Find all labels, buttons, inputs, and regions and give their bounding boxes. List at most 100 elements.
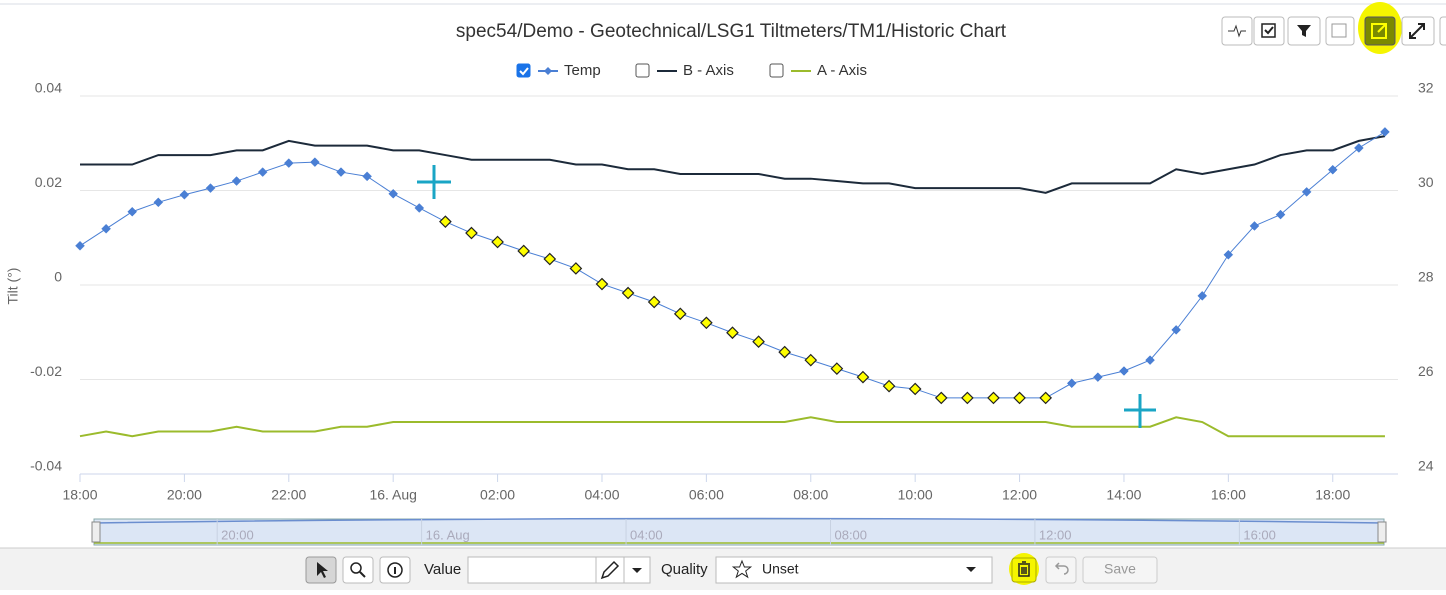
icon bbox=[359, 571, 366, 578]
point bbox=[1380, 127, 1390, 137]
point bbox=[127, 206, 138, 217]
icon bbox=[1371, 23, 1387, 39]
selected-point bbox=[491, 235, 504, 249]
selected-point bbox=[569, 262, 583, 275]
selected-point bbox=[908, 382, 922, 396]
point bbox=[1223, 249, 1234, 260]
point bbox=[1119, 366, 1129, 376]
top-toolbar bbox=[1221, 2, 1446, 54]
navigator-tick-label: 12:00 bbox=[1039, 527, 1072, 542]
icon bbox=[1018, 561, 1030, 577]
point bbox=[283, 158, 294, 168]
star-icon bbox=[731, 559, 753, 579]
icon bbox=[350, 562, 362, 574]
navigator[interactable] bbox=[93, 518, 1385, 546]
cursor-cross bbox=[417, 165, 451, 199]
x-tick-label: 10:00 bbox=[898, 487, 933, 503]
point bbox=[336, 167, 346, 177]
pencil-button[interactable] bbox=[595, 556, 625, 584]
plot-area bbox=[75, 95, 1398, 482]
point bbox=[1145, 355, 1155, 365]
point bbox=[153, 197, 164, 208]
zoom-tool-button[interactable] bbox=[342, 556, 374, 584]
point bbox=[1093, 372, 1103, 382]
icon bbox=[1409, 23, 1425, 39]
selected-point bbox=[621, 286, 635, 300]
point bbox=[1066, 378, 1077, 389]
x-tick-label: 04:00 bbox=[584, 487, 619, 503]
icon bbox=[387, 562, 403, 578]
calendar-button[interactable] bbox=[1325, 16, 1355, 46]
icon bbox=[1261, 23, 1276, 38]
y2-tick-label: 28 bbox=[1418, 269, 1434, 285]
selected-point bbox=[543, 252, 557, 266]
cursor-cross bbox=[1124, 394, 1156, 428]
point bbox=[1301, 187, 1312, 197]
point bbox=[1353, 143, 1364, 153]
x-tick-label: 02:00 bbox=[480, 487, 515, 503]
y2-tick-label: 30 bbox=[1418, 174, 1434, 190]
point bbox=[231, 176, 242, 186]
navigator-tick-label: 16:00 bbox=[1243, 527, 1276, 542]
legend-label[interactable]: Temp bbox=[564, 62, 601, 79]
chart-title: spec54/Demo - Geotechnical/LSG1 Tiltmete… bbox=[456, 21, 1007, 42]
icon bbox=[966, 567, 976, 572]
point bbox=[362, 171, 372, 182]
y-tick-label: -0.02 bbox=[30, 363, 62, 379]
icon bbox=[1228, 24, 1246, 38]
navigator-tick-label: 04:00 bbox=[630, 527, 663, 542]
more-button[interactable] bbox=[1439, 16, 1446, 46]
selected-point bbox=[517, 244, 531, 258]
value-label: Value bbox=[424, 561, 461, 578]
legend-label[interactable]: A - Axis bbox=[817, 62, 867, 79]
point bbox=[257, 167, 268, 177]
icon bbox=[600, 560, 620, 580]
selected-point bbox=[830, 362, 844, 375]
selected-point bbox=[595, 277, 609, 291]
legend-check bbox=[519, 67, 529, 76]
y2-tick-label: 24 bbox=[1418, 458, 1434, 474]
selected-point bbox=[778, 345, 792, 359]
y2-tick-label: 32 bbox=[1418, 80, 1434, 96]
x-tick-label: 22:00 bbox=[271, 487, 306, 503]
icon bbox=[1264, 26, 1274, 35]
icon bbox=[632, 568, 642, 573]
point bbox=[310, 157, 320, 168]
navigator-handle[interactable] bbox=[1377, 521, 1387, 543]
icon bbox=[1054, 562, 1069, 575]
legend-label[interactable]: B - Axis bbox=[683, 62, 734, 79]
series-line bbox=[79, 416, 1385, 438]
selected-point bbox=[700, 316, 713, 330]
selected-point bbox=[987, 391, 1000, 405]
selected-point bbox=[961, 391, 974, 405]
y-tick-label: 0.02 bbox=[35, 174, 62, 190]
selected-point bbox=[856, 370, 870, 384]
icon bbox=[317, 562, 328, 578]
selected-point bbox=[1039, 391, 1053, 405]
selected-point bbox=[647, 295, 661, 309]
y-tick-label: -0.04 bbox=[30, 458, 62, 474]
quality-label: Quality bbox=[661, 561, 708, 578]
selected-point bbox=[465, 226, 478, 240]
save-button[interactable] bbox=[1082, 556, 1158, 584]
x-tick-label: 06:00 bbox=[689, 487, 724, 503]
point bbox=[1171, 325, 1182, 335]
navigator-handle[interactable] bbox=[91, 521, 101, 543]
series-line bbox=[80, 135, 1386, 194]
point bbox=[179, 189, 190, 200]
navigator-series bbox=[93, 517, 1385, 524]
legend-checkbox[interactable] bbox=[516, 63, 531, 78]
x-tick-label: 12:00 bbox=[1002, 487, 1037, 503]
y-axis-title: Tilt (°) bbox=[5, 268, 21, 305]
point bbox=[1249, 221, 1260, 231]
legend-checkbox[interactable] bbox=[769, 63, 784, 78]
selected-point bbox=[673, 307, 687, 321]
point bbox=[75, 240, 85, 251]
undo-button[interactable] bbox=[1045, 556, 1077, 584]
legend-checkbox[interactable] bbox=[635, 63, 650, 78]
value-input[interactable] bbox=[467, 556, 597, 584]
quality-select[interactable] bbox=[715, 556, 993, 584]
point bbox=[388, 188, 399, 199]
x-tick-label: 08:00 bbox=[793, 487, 828, 503]
